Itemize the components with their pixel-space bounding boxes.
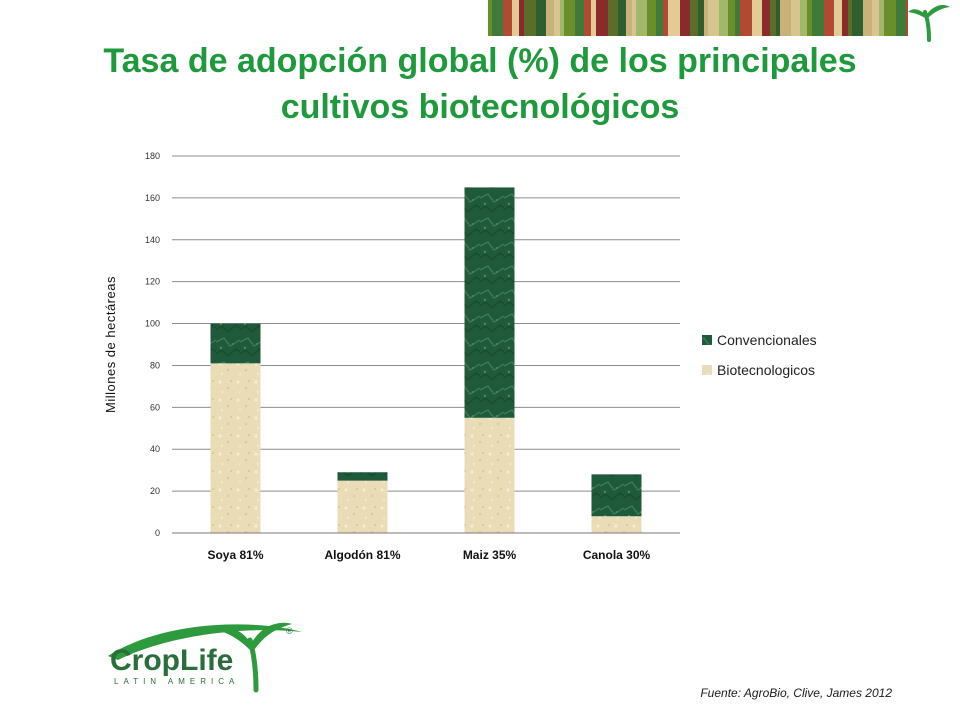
- stripe: [740, 0, 752, 36]
- stripe: [812, 0, 824, 36]
- croplife-logo: CropLife ® LATIN AMERICA: [100, 612, 310, 694]
- sprout-icon: [908, 5, 950, 42]
- legend-swatch-biotecnologicos: [702, 365, 712, 375]
- stripe: [872, 0, 879, 36]
- stripe: [762, 0, 770, 36]
- stripe: [863, 0, 872, 36]
- stripe: [735, 0, 740, 36]
- stripe: [879, 0, 884, 36]
- y-tick-label: 140: [145, 235, 160, 245]
- source-note: Fuente: AgroBio, Clive, James 2012: [700, 686, 892, 700]
- stripe: [488, 0, 492, 36]
- x-tick-label: Canola 30%: [583, 548, 651, 562]
- stripe: [704, 0, 708, 36]
- stripe: [728, 0, 735, 36]
- x-tick-label: Soya 81%: [207, 548, 263, 562]
- y-tick-label: 60: [150, 402, 160, 412]
- logo-wordmark: CropLife: [110, 644, 233, 677]
- y-tick-label: 40: [150, 444, 160, 454]
- stripe: [632, 0, 636, 36]
- stripe: [791, 0, 800, 36]
- stripe: [896, 0, 906, 36]
- stripe: [618, 0, 626, 36]
- title-line-1: Tasa de adopción global (%) de los princ…: [103, 42, 857, 80]
- stripe: [584, 0, 591, 36]
- stripe: [780, 0, 791, 36]
- stripe: [663, 0, 668, 36]
- stripe: [698, 0, 704, 36]
- stripe: [626, 0, 632, 36]
- stripe: [636, 0, 647, 36]
- stripe: [719, 0, 728, 36]
- stripe: [512, 0, 519, 36]
- bar-convencionales-1: [210, 323, 261, 364]
- stripe: [690, 0, 698, 36]
- stripe: [536, 0, 546, 36]
- y-tick-label: 120: [145, 277, 160, 287]
- stripe: [807, 0, 812, 36]
- stripe: [906, 0, 908, 36]
- stripe: [503, 0, 512, 36]
- stripe: [824, 0, 834, 36]
- bar-biotecnologicos-1: [210, 363, 261, 533]
- stripe: [591, 0, 596, 36]
- stripe: [564, 0, 575, 36]
- stripe: [848, 0, 852, 36]
- stripe: [492, 0, 503, 36]
- stripe: [680, 0, 690, 36]
- logo-registered-mark: ®: [286, 626, 293, 636]
- stripe: [546, 0, 554, 36]
- stripe: [842, 0, 848, 36]
- bar-biotecnologicos-2: [337, 480, 388, 533]
- stripe: [800, 0, 807, 36]
- stripe: [852, 0, 863, 36]
- stripe: [596, 0, 608, 36]
- bar-biotecnologicos-4: [591, 516, 642, 533]
- x-tick-label: Algodón 81%: [324, 548, 400, 562]
- bar-convencionales-2: [337, 472, 388, 481]
- stripe: [647, 0, 656, 36]
- legend-label-convencionales: Convencionales: [717, 332, 817, 348]
- stripe: [656, 0, 663, 36]
- bar-convencionales-3: [464, 187, 515, 418]
- stripe: [524, 0, 536, 36]
- bar-biotecnologicos-3: [464, 417, 515, 533]
- y-tick-label: 160: [145, 193, 160, 203]
- bar-convencionales-4: [591, 474, 642, 517]
- decorative-stripes: [488, 0, 908, 36]
- stripe: [560, 0, 564, 36]
- y-tick-label: 180: [145, 151, 160, 161]
- stripe: [752, 0, 762, 36]
- x-tick-label: Maiz 35%: [463, 548, 517, 562]
- y-tick-label: 20: [150, 486, 160, 496]
- y-tick-label: 100: [145, 319, 160, 329]
- stripe: [770, 0, 776, 36]
- legend-label-biotecnologicos: Biotecnologicos: [717, 362, 815, 378]
- y-tick-label: 0: [155, 528, 160, 538]
- stripe: [608, 0, 618, 36]
- stripe: [575, 0, 584, 36]
- stripe: [708, 0, 719, 36]
- stacked-bar-chart: 0 20 40 60 80 100 120 140 160 180 Soya 81% Algodón …: [103, 151, 817, 562]
- stripe: [884, 0, 896, 36]
- stripe: [519, 0, 524, 36]
- legend-swatch-convencionales: [702, 335, 712, 345]
- y-axis-label: Millones de hectáreas: [103, 276, 118, 413]
- y-tick-label: 80: [150, 360, 160, 370]
- title-line-2: cultivos biotecnológicos: [280, 88, 680, 126]
- stripe: [554, 0, 560, 36]
- slide-title: Tasa de adopción global (%) de los princ…: [30, 38, 930, 130]
- logo-subtitle: LATIN AMERICA: [114, 677, 239, 686]
- stripe: [776, 0, 780, 36]
- stripe: [834, 0, 842, 36]
- stripe: [668, 0, 680, 36]
